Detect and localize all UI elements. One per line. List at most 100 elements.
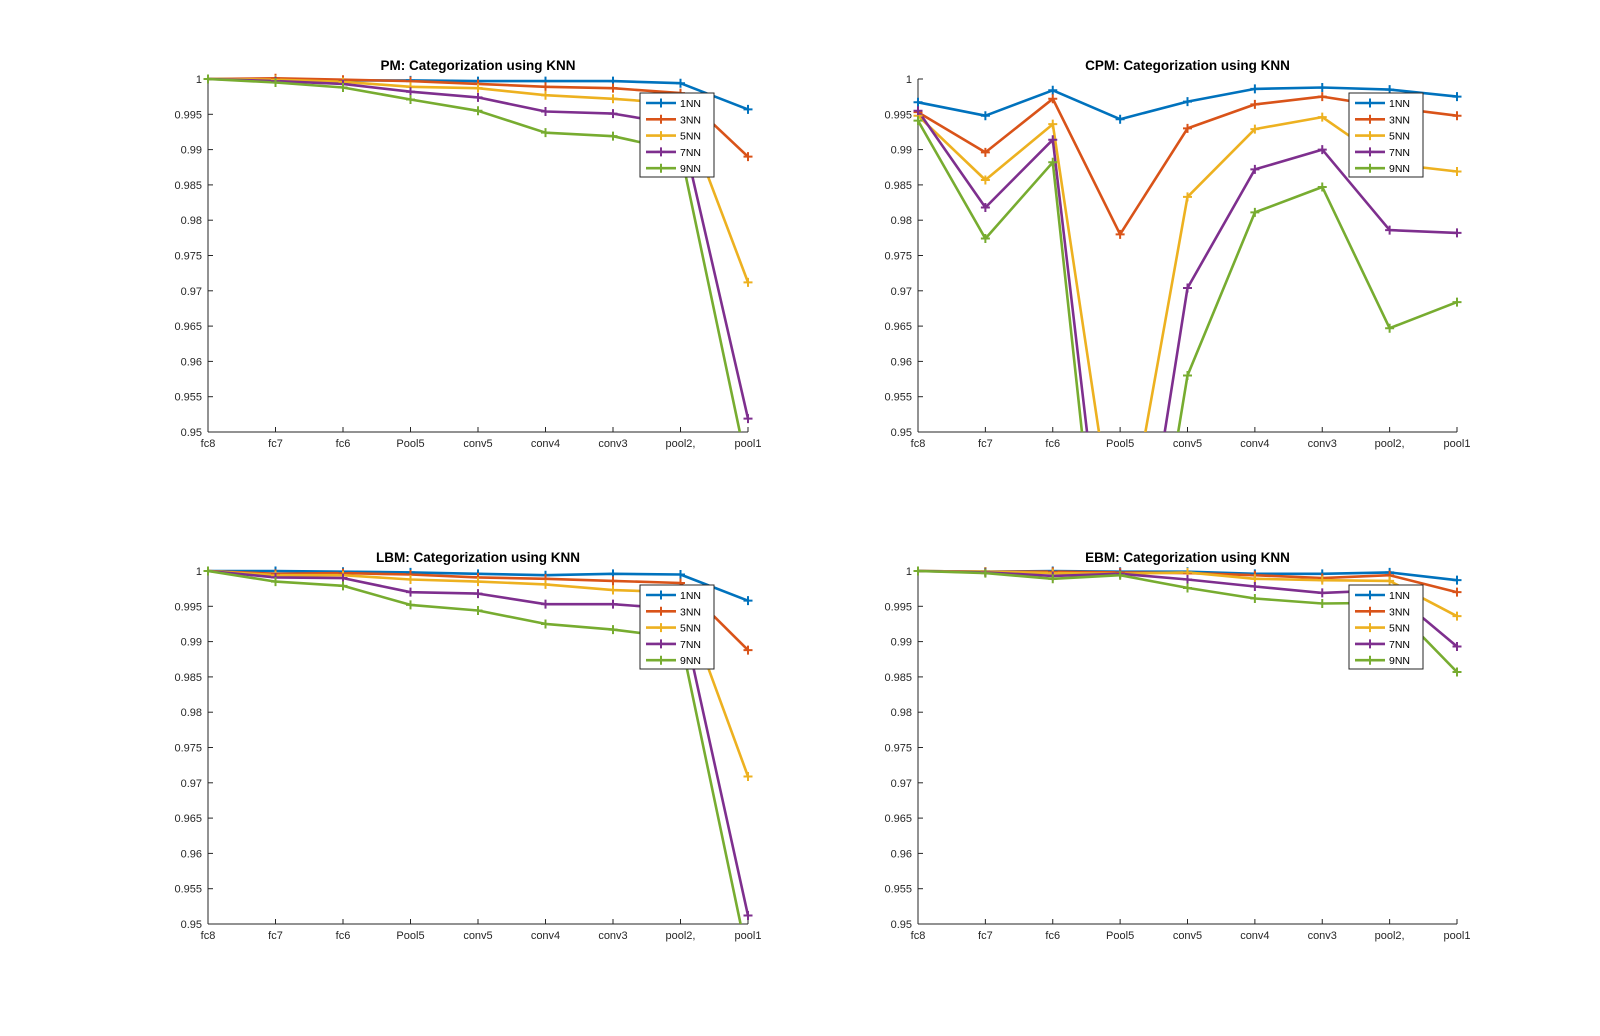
x-tick-label: pool1 <box>1444 438 1471 450</box>
data-point-3NN <box>1115 229 1125 239</box>
legend: 1NN 3NN 5NN 7NN 9NN <box>1348 92 1424 178</box>
data-point-7NN <box>743 911 753 921</box>
legend-label: 1NN <box>1389 590 1410 602</box>
y-tick-label: 0.99 <box>891 637 912 649</box>
legend-label: 9NN <box>680 163 701 175</box>
y-tick-label: 0.98 <box>891 215 912 227</box>
chart-title: CPM: Categorization using KNN <box>1085 58 1290 73</box>
data-point-7NN <box>541 106 550 116</box>
data-point-5NN <box>1385 576 1395 586</box>
y-tick-label: 0.995 <box>174 601 202 613</box>
legend: 1NN 3NN 5NN 7NN 9NN <box>639 92 715 178</box>
legend-marker-icon <box>656 131 666 141</box>
legend-label: 1NN <box>1389 98 1410 110</box>
data-point-9NN <box>913 116 923 126</box>
legend-label: 1NN <box>680 98 701 110</box>
x-tick-label: fc7 <box>268 438 283 450</box>
y-tick-label: 0.955 <box>174 884 202 896</box>
data-point-9NN <box>1452 297 1462 307</box>
legend-marker-icon <box>1365 606 1375 616</box>
legend-label: 7NN <box>680 147 701 159</box>
legend-marker-icon <box>656 147 666 157</box>
legend-label: 5NN <box>680 623 701 635</box>
chart-title: PM: Categorization using KNN <box>381 58 576 73</box>
data-point-9NN <box>203 566 213 576</box>
y-tick-label: 0.985 <box>174 672 202 684</box>
data-point-9NN <box>1183 583 1192 593</box>
data-point-9NN <box>1250 207 1260 217</box>
data-point-9NN <box>406 94 415 104</box>
data-point-3NN <box>1452 111 1462 121</box>
data-point-7NN <box>473 589 483 599</box>
x-tick-label: conv4 <box>531 930 560 942</box>
y-tick-label: 0.975 <box>884 251 912 263</box>
legend-marker-icon <box>1365 114 1375 124</box>
legend-label: 9NN <box>680 655 701 667</box>
panel-3: 0.95 0.955 0.96 0.965 0.97 0.975 0.98 0.985 0.99… <box>884 550 1470 942</box>
x-tick-label: fc8 <box>201 930 216 942</box>
y-tick-label: 0.99 <box>181 145 202 157</box>
data-point-3NN <box>980 147 990 157</box>
data-point-7NN <box>913 106 923 116</box>
data-point-5NN <box>541 579 550 589</box>
x-tick-label: conv3 <box>1308 930 1337 942</box>
y-tick-label: 0.98 <box>181 215 202 227</box>
data-point-9NN <box>203 74 213 84</box>
data-point-9NN <box>271 78 280 88</box>
legend-marker-icon <box>656 655 666 665</box>
legend-marker-icon <box>1365 590 1375 600</box>
panel-1: 0.95 0.955 0.96 0.965 0.97 0.975 0.98 0.985 0.99… <box>884 58 1471 450</box>
data-point-9NN <box>608 131 618 141</box>
data-point-1NN <box>676 78 685 88</box>
data-point-1NN <box>676 570 685 580</box>
y-tick-label: 1 <box>906 74 912 86</box>
y-tick-label: 0.97 <box>181 778 202 790</box>
data-point-5NN <box>1452 611 1462 621</box>
y-tick-label: 0.95 <box>181 427 202 439</box>
series-line-5NN <box>917 114 1458 432</box>
data-point-9NN <box>1452 667 1462 677</box>
data-point-5NN <box>608 94 618 104</box>
y-tick-label: 0.955 <box>884 392 912 404</box>
panel-0: 0.95 0.955 0.96 0.965 0.97 0.975 0.98 0.985 0.99… <box>174 58 761 450</box>
x-tick-label: conv5 <box>1173 438 1202 450</box>
data-point-9NN <box>473 606 483 616</box>
legend-marker-icon <box>1365 131 1375 141</box>
x-tick-label: conv3 <box>1308 438 1337 450</box>
data-point-5NN <box>1250 124 1260 134</box>
data-point-3NN <box>1048 94 1058 104</box>
data-point-1NN <box>1452 92 1462 102</box>
legend-label: 7NN <box>680 639 701 651</box>
x-tick-label: fc8 <box>911 438 926 450</box>
legend-label: 9NN <box>1389 655 1410 667</box>
x-tick-label: Pool5 <box>396 930 424 942</box>
legend-label: 5NN <box>1389 131 1410 143</box>
data-point-7NN <box>406 87 415 97</box>
data-point-7NN <box>980 202 990 212</box>
y-tick-label: 0.97 <box>891 286 912 298</box>
data-point-9NN <box>980 568 990 578</box>
data-point-1NN <box>743 596 753 606</box>
data-point-7NN <box>608 109 618 119</box>
legend-marker-icon <box>656 163 666 173</box>
data-point-3NN <box>1317 92 1327 102</box>
legend: 1NN 3NN 5NN 7NN 9NN <box>639 584 715 670</box>
chart-title: EBM: Categorization using KNN <box>1085 550 1290 565</box>
data-point-7NN <box>1317 145 1327 155</box>
x-tick-label: conv4 <box>1240 438 1269 450</box>
x-tick-label: Pool5 <box>1106 438 1134 450</box>
legend-label: 9NN <box>1389 163 1410 175</box>
x-tick-label: fc7 <box>268 930 283 942</box>
x-tick-label: pool1 <box>1444 930 1471 942</box>
data-point-9NN <box>1115 570 1125 580</box>
data-point-5NN <box>473 83 483 93</box>
y-tick-label: 0.955 <box>174 392 202 404</box>
x-tick-label: conv5 <box>1173 930 1202 942</box>
y-tick-label: 1 <box>906 566 912 578</box>
legend-marker-icon <box>656 639 666 649</box>
y-tick-label: 0.965 <box>884 321 912 333</box>
legend-label: 1NN <box>680 590 701 602</box>
y-tick-label: 0.965 <box>174 813 202 825</box>
data-point-9NN <box>913 566 923 576</box>
